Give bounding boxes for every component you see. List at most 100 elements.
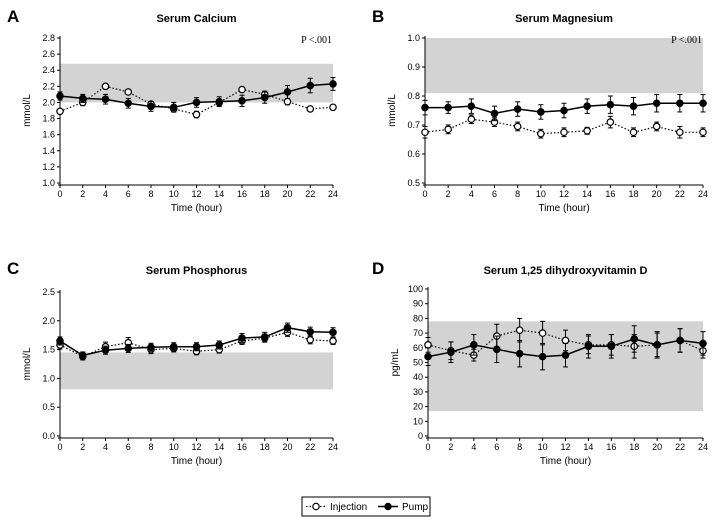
x-tick-label-a: 16 xyxy=(237,189,247,199)
x-tick-label-a: 2 xyxy=(80,189,85,199)
x-tick-label-c: 18 xyxy=(260,442,270,452)
x-tick-label-c: 24 xyxy=(328,442,338,452)
y-tick-label-b: 0.8 xyxy=(407,91,420,101)
x-tick-label-c: 22 xyxy=(305,442,315,452)
panel-letter-a: A xyxy=(7,7,19,26)
chart-title-d: Serum 1,25 dihydroxyvitamin D xyxy=(484,265,648,277)
data-point-pump-b xyxy=(490,109,499,118)
x-tick-label-c: 4 xyxy=(103,442,108,452)
data-point-injection-b xyxy=(606,118,615,126)
x-tick-label-d: 12 xyxy=(560,442,570,452)
x-tick-label-d: 0 xyxy=(425,442,430,452)
panel-a: A Serum Calcium 1.0 1.2 1.4 1.6 1.8 2.0 2.2 2.4 2.… xyxy=(7,7,338,214)
x-tick-label-b: 10 xyxy=(536,189,546,199)
chart-title-a: Serum Calcium xyxy=(156,13,236,25)
y-tick-label-c: 1.5 xyxy=(42,345,55,355)
y-tick-label-d: 50 xyxy=(413,358,423,368)
x-tick-label-a: 20 xyxy=(282,189,292,199)
data-point-pump-d xyxy=(607,342,616,351)
x-tick-label-c: 16 xyxy=(237,442,247,452)
data-point-pump-d xyxy=(630,335,639,343)
data-point-pump-d xyxy=(447,348,455,357)
data-point-injection-b xyxy=(513,122,522,131)
data-point-injection-b xyxy=(560,128,568,137)
data-point-injection-a xyxy=(306,105,315,113)
data-point-pump-d xyxy=(584,342,593,351)
legend-pump-label: Pump xyxy=(402,502,429,513)
y-tick-label-b: 1.0 xyxy=(407,33,420,43)
data-point-injection-d xyxy=(561,336,570,345)
y-tick-label-d: 100 xyxy=(408,284,423,294)
x-tick-label-c: 10 xyxy=(169,442,179,452)
data-point-pump-a xyxy=(192,98,201,107)
y-tick-label-a: 1.8 xyxy=(42,114,55,124)
y-tick-label-c: 2.5 xyxy=(42,287,55,297)
data-point-pump-a xyxy=(169,103,178,112)
x-tick-label-b: 16 xyxy=(605,189,615,199)
data-point-pump-d xyxy=(424,352,432,361)
x-tick-label-c: 12 xyxy=(191,442,201,452)
x-tick-label-d: 20 xyxy=(652,442,662,452)
data-point-pump-b xyxy=(652,99,661,108)
data-point-pump-a xyxy=(101,95,110,104)
data-point-pump-b xyxy=(583,102,591,110)
legend-box xyxy=(301,496,431,517)
y-tick-label-a: 1.4 xyxy=(42,146,55,156)
data-point-pump-a xyxy=(147,102,155,111)
data-point-pump-b xyxy=(606,100,615,109)
data-point-pump-a xyxy=(329,80,337,88)
x-tick-label-b: 20 xyxy=(652,189,662,199)
x-tick-label-b: 8 xyxy=(515,189,520,199)
y-axis-label-d: pg/mL xyxy=(390,348,401,376)
data-point-pump-d xyxy=(492,345,501,354)
panel-letter-c: C xyxy=(7,259,19,278)
x-tick-label-b: 22 xyxy=(675,189,685,199)
x-tick-label-b: 18 xyxy=(628,189,638,199)
x-axis-label-d: Time (hour) xyxy=(540,456,591,467)
y-tick-label-d: 70 xyxy=(413,328,423,338)
data-point-pump-c xyxy=(283,323,292,332)
panel-d: D Serum 1,25 dihydroxyvitamin D0102030405… xyxy=(372,259,708,467)
x-tick-label-d: 8 xyxy=(517,442,522,452)
x-tick-label-b: 24 xyxy=(698,189,708,199)
x-tick-label-c: 6 xyxy=(126,442,131,452)
y-tick-label-a: 2.0 xyxy=(42,97,55,107)
legend-injection-label: Injection xyxy=(330,502,367,513)
x-tick-label-d: 18 xyxy=(629,442,639,452)
y-tick-label-d: 90 xyxy=(413,299,423,309)
y-tick-label-c: 0.5 xyxy=(42,402,55,412)
data-point-injection-b xyxy=(676,128,684,137)
data-point-pump-d xyxy=(653,341,661,349)
y-tick-label-c: 1.0 xyxy=(42,373,55,383)
x-tick-label-a: 18 xyxy=(260,189,270,199)
x-tick-label-c: 0 xyxy=(57,442,62,452)
data-point-injection-c xyxy=(329,337,337,345)
x-tick-label-d: 22 xyxy=(675,442,685,452)
data-point-pump-d xyxy=(676,336,684,345)
data-point-pump-c xyxy=(147,343,155,352)
y-tick-label-d: 80 xyxy=(413,313,423,323)
x-tick-label-d: 6 xyxy=(494,442,499,452)
data-point-pump-c xyxy=(169,342,178,351)
y-tick-label-d: 10 xyxy=(413,416,423,426)
data-point-pump-b xyxy=(560,106,568,115)
legend-injection-marker xyxy=(312,502,320,511)
x-tick-label-c: 20 xyxy=(282,442,292,452)
y-tick-label-d: 20 xyxy=(413,402,423,412)
x-tick-label-b: 12 xyxy=(559,189,569,199)
data-point-pump-c xyxy=(238,334,246,342)
x-tick-label-b: 4 xyxy=(469,189,474,199)
data-point-injection-d xyxy=(538,329,547,337)
x-tick-label-a: 4 xyxy=(103,189,108,199)
x-tick-label-a: 10 xyxy=(169,189,179,199)
data-point-injection-b xyxy=(467,115,476,124)
data-point-injection-a xyxy=(101,82,110,91)
y-tick-label-b: 0.6 xyxy=(407,149,420,159)
x-axis-label-b: Time (hour) xyxy=(538,203,589,214)
x-tick-label-a: 0 xyxy=(57,189,62,199)
y-tick-label-b: 0.9 xyxy=(407,62,420,72)
data-point-injection-b xyxy=(421,128,429,137)
y-tick-label-a: 2.2 xyxy=(42,81,55,91)
